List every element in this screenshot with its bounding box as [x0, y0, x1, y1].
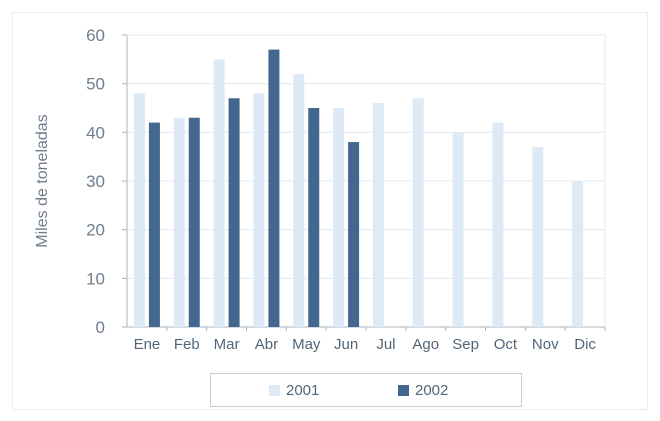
bar-2002-Mar: [228, 98, 240, 328]
x-tick-label: Mar: [214, 336, 240, 353]
bar-2001-Jun: [333, 108, 345, 327]
y-tick-label: 40: [86, 123, 105, 142]
bar-2001-Ago: [412, 98, 424, 328]
x-tick-label: May: [292, 336, 321, 353]
x-tick-label: Abr: [255, 336, 278, 353]
bar-2001-May: [293, 73, 305, 327]
x-tick-label: Ago: [412, 336, 439, 353]
bar-2001-Ene: [133, 93, 145, 328]
y-tick-label: 10: [86, 269, 105, 288]
bar-2001-Mar: [213, 59, 225, 327]
bar-2002-Abr: [268, 49, 280, 327]
bar-2002-Jun: [348, 142, 360, 327]
legend: 2001 2002: [210, 373, 522, 407]
bar-2002-Feb: [188, 117, 200, 327]
x-tick-label: Ene: [134, 336, 161, 353]
bar-2001-Sep: [452, 132, 464, 327]
legend-item-2001: 2001: [269, 382, 319, 399]
x-tick-label: Jul: [376, 336, 395, 353]
x-tick-label: Jun: [334, 336, 358, 353]
x-tick-label: Nov: [532, 336, 559, 353]
y-tick-label: 60: [86, 26, 105, 45]
bar-2002-Ene: [148, 122, 160, 327]
bar-2002-May: [308, 108, 320, 327]
x-tick-label: Sep: [452, 336, 479, 353]
x-tick-label: Feb: [174, 336, 200, 353]
bar-2001-Oct: [492, 122, 504, 327]
x-tick-label: Oct: [494, 336, 518, 353]
y-tick-label: 30: [86, 172, 105, 191]
legend-item-2002: 2002: [398, 382, 448, 399]
legend-swatch-2002: [398, 385, 409, 396]
y-tick-label: 20: [86, 221, 105, 240]
legend-label-2001: 2001: [286, 382, 320, 399]
bar-2001-Jul: [372, 103, 384, 327]
bar-2001-Feb: [173, 117, 185, 327]
legend-swatch-2001: [269, 385, 280, 396]
chart-frame: [12, 12, 648, 410]
bar-2001-Dic: [572, 181, 584, 327]
x-tick-label: Dic: [574, 336, 596, 353]
bar-2001-Abr: [253, 93, 265, 328]
y-axis-label: Miles de toneladas: [34, 114, 51, 247]
y-tick-label: 50: [86, 75, 105, 94]
y-tick-label: 0: [96, 318, 105, 337]
legend-label-2002: 2002: [415, 382, 449, 399]
bar-2001-Nov: [532, 146, 544, 327]
